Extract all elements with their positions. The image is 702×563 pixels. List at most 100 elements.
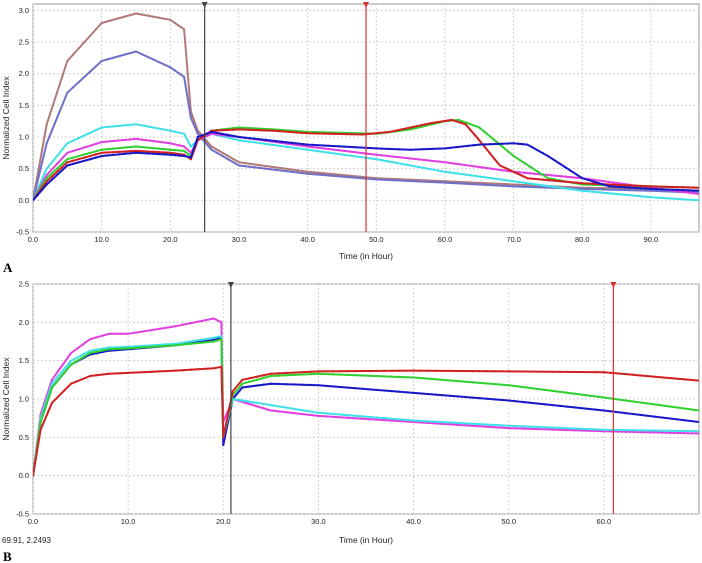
series-point-red — [289, 130, 292, 133]
series-point-blue — [173, 154, 176, 157]
series-point-magenta — [212, 317, 215, 320]
series-point-blue — [681, 189, 685, 192]
series-point-cyan — [463, 422, 466, 425]
series-point-magenta — [158, 327, 161, 330]
series-point-cyan — [322, 150, 325, 153]
series-point-cyan — [538, 183, 542, 187]
series-point-purple — [269, 168, 272, 171]
series-point-magenta — [471, 424, 474, 427]
series-point-magenta — [63, 360, 66, 363]
series-point-blue — [41, 188, 44, 191]
series-point-brown — [117, 17, 120, 20]
series-point-red — [440, 120, 443, 123]
series-point-green — [483, 131, 487, 134]
series-point-magenta — [129, 138, 132, 141]
series-point-purple — [354, 176, 357, 179]
series-point-blue — [558, 404, 562, 407]
series-point-magenta — [491, 167, 494, 170]
x-tick-label: 50.0 — [501, 517, 516, 526]
series-point-magenta — [692, 192, 695, 195]
series-point-blue — [632, 412, 635, 416]
series-point-magenta — [675, 431, 679, 435]
series-point-purple — [123, 53, 126, 56]
series-point-brown — [296, 169, 299, 172]
series-point-cyan — [361, 415, 364, 418]
series-point-blue — [152, 152, 155, 155]
series-point-green — [89, 151, 92, 154]
series-point-red — [404, 127, 407, 130]
x-tick-label: 30.0 — [311, 517, 326, 526]
series-point-red — [189, 368, 192, 371]
series-point-cyan — [332, 152, 336, 155]
series-point-red — [646, 375, 649, 378]
series-point-magenta — [401, 156, 404, 159]
series-point-cyan — [277, 405, 280, 408]
series-point-purple — [134, 50, 138, 53]
series-point-cyan — [129, 123, 132, 126]
series-point-red — [82, 377, 85, 380]
series-point-magenta — [83, 146, 86, 149]
series-point-magenta — [343, 149, 346, 152]
series-point-blue — [501, 142, 504, 145]
series-point-purple — [332, 174, 336, 177]
series-point-cyan — [332, 412, 335, 416]
series-point-cyan — [558, 426, 562, 429]
series-point-brown — [157, 16, 160, 19]
series-point-brown — [507, 183, 510, 186]
series-point-magenta — [536, 428, 540, 431]
series-point-purple — [544, 186, 547, 189]
series-point-cyan — [507, 424, 510, 427]
series-point-purple — [665, 190, 669, 193]
series-point-brown — [134, 12, 138, 15]
series-point-cyan — [478, 423, 481, 426]
series-point-brown — [83, 40, 86, 44]
series-point-magenta — [391, 155, 394, 158]
x-tick-label: 60.0 — [597, 517, 612, 526]
series-point-cyan — [618, 193, 621, 196]
series-point-cyan — [634, 194, 637, 197]
series-point-cyan — [50, 382, 54, 385]
series-point-magenta — [166, 326, 169, 329]
series-point-purple — [36, 180, 39, 183]
series-point-brown — [205, 140, 208, 143]
series-point-magenta — [390, 419, 393, 422]
series-point-magenta — [285, 411, 288, 414]
series-point-cyan — [390, 417, 393, 420]
series-point-green — [150, 345, 153, 348]
series-point-cyan — [353, 414, 357, 417]
panel-b-chart: 0.0 10.0 20.0 30.0 40.0 50.0 60.0-0.50.00.51.0… — [1, 280, 700, 563]
series-point-cyan — [309, 410, 312, 413]
series-point-cyan — [41, 178, 44, 181]
series-point-green — [205, 341, 208, 344]
series-point-cyan — [595, 428, 598, 431]
series-point-green — [241, 382, 244, 385]
series-point-red — [612, 183, 616, 186]
series-point-purple — [205, 143, 208, 146]
series-point-cyan — [665, 197, 669, 200]
series-point-blue — [77, 161, 80, 164]
series-point-purple — [480, 183, 483, 186]
series-point-red — [573, 370, 576, 373]
series-point-cyan — [45, 167, 48, 170]
series-point-cyan — [690, 430, 693, 433]
series-point-purple — [301, 172, 304, 175]
series-point-cyan — [646, 429, 649, 432]
series-point-purple — [459, 182, 462, 185]
series-point-magenta — [50, 378, 54, 381]
series-point-blue — [50, 178, 54, 181]
series-point-green — [269, 374, 272, 378]
series-point-magenta — [449, 423, 452, 426]
series-point-magenta — [560, 175, 563, 178]
series-point-brown — [45, 123, 48, 126]
series-point-red — [89, 374, 92, 378]
series-point-purple — [581, 187, 584, 190]
series-point-blue — [55, 173, 59, 177]
series-point-magenta — [95, 336, 98, 339]
series-point-magenta — [617, 430, 620, 433]
series-point-blue — [541, 152, 544, 155]
series-point-cyan — [533, 183, 536, 186]
series-point-green — [489, 135, 492, 139]
series-point-brown — [41, 148, 44, 151]
series-point-cyan — [687, 198, 690, 201]
series-point-blue — [526, 143, 529, 146]
